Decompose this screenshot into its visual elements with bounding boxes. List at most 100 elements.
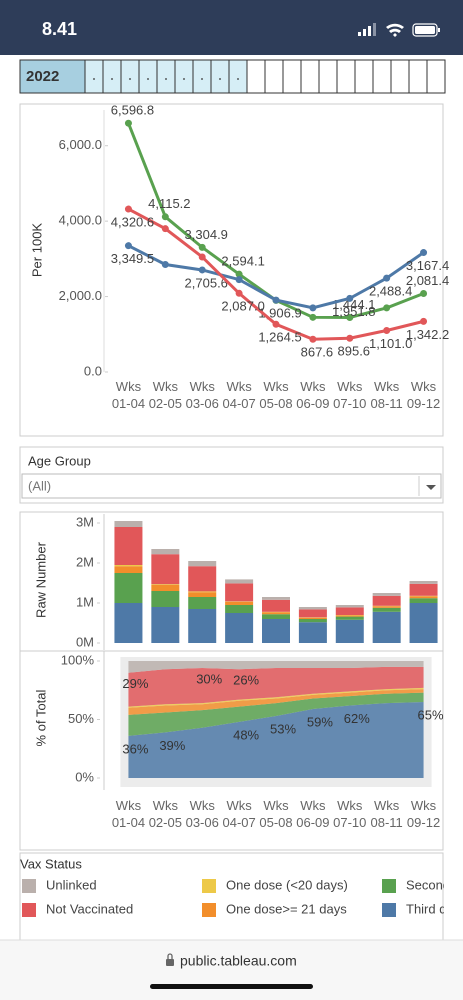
point [124,242,132,250]
data-label: 1,101.0 [369,336,412,351]
x-tick-label: Wks 06-09 [296,798,330,830]
dot [165,78,167,80]
bar-segment [298,619,327,623]
bar-segment [151,584,180,585]
month-cell[interactable] [300,59,320,94]
point [124,205,132,213]
point [235,270,243,278]
y-axis-label: Raw Number [33,541,48,618]
bar-segment [114,521,143,527]
y-tick-label: 6,000.0 [59,137,102,152]
legend-swatch [202,879,216,893]
data-label: 62% [344,711,370,726]
month-cell[interactable] [156,59,176,94]
bar-segment [114,603,143,643]
point [161,261,169,269]
bar-segment [188,566,217,592]
point [420,290,428,298]
x-tick-label: Wks 05-08 [259,798,293,830]
bar-segment [298,609,327,618]
panel [19,852,444,944]
year-strip [84,59,446,94]
month-cell[interactable] [120,59,140,94]
x-tick-label: Wks 08-11 [370,379,403,411]
bar-segment [409,603,438,643]
panel [19,103,444,437]
legend-label: Not Vaccinated [46,901,133,916]
legend-clip [444,870,463,930]
dropdown[interactable] [21,473,442,499]
point [309,335,317,343]
filter-title: Age Group [28,453,91,468]
dot [237,78,239,80]
bar-segment [114,566,143,573]
bar-segment [188,561,217,567]
data-label: 2,087.0 [221,299,264,314]
point [420,317,428,325]
month-cell[interactable] [408,59,428,94]
point [346,294,354,302]
bar-segment [188,591,217,593]
month-cell[interactable] [354,59,374,94]
month-cell[interactable] [228,59,248,94]
y-tick-label: 50% [68,711,94,726]
data-label: 4,320.6 [111,214,154,229]
point [272,320,280,328]
bar-segment [409,581,438,584]
y-tick-label: 100% [61,652,95,667]
x-tick-label: Wks 06-09 [296,379,330,411]
data-label: 1,342.2 [406,327,449,342]
bar-segment [225,601,254,605]
month-cell[interactable] [336,59,356,94]
bar-segment [335,615,364,617]
month-cell[interactable] [84,59,104,94]
bar-segment [188,609,217,643]
x-tick-label: Wks 09-12 [406,379,441,411]
bar-segment [335,607,364,615]
month-cell[interactable] [102,59,122,94]
dot [147,78,149,80]
data-label: 2,081.4 [406,273,449,288]
dot [129,78,131,80]
month-cell[interactable] [192,59,212,94]
legend-label: One dose (<20 days) [226,877,348,892]
month-cell[interactable] [426,59,446,94]
month-cell[interactable] [282,59,302,94]
legend-swatch [22,903,36,917]
bar-segment [225,583,254,602]
bar-segment [114,565,143,567]
bar-segment [372,611,401,643]
month-cell[interactable] [174,59,194,94]
month-cell[interactable] [138,59,158,94]
bar-segment [225,605,254,613]
status-bar [0,0,463,55]
point [235,276,243,284]
url[interactable]: public.tableau.com [180,953,297,969]
legend-swatch [202,903,216,917]
bar-segment [262,612,290,615]
month-cell[interactable] [318,59,338,94]
month-cell[interactable] [390,59,410,94]
legend-label: Unlinked [46,877,97,892]
y-tick-label: 3M [76,514,94,529]
month-cell[interactable] [372,59,392,94]
data-label: 65% [418,707,444,722]
legend-swatch [382,903,396,917]
x-tick-label: Wks 07-10 [333,379,367,411]
month-cell[interactable] [264,59,284,94]
point [346,314,354,322]
status-icons [358,23,440,37]
month-cell[interactable] [246,59,266,94]
data-label: 1,264.5 [258,330,301,345]
y-tick-label: 4,000.0 [59,213,102,228]
year-cell[interactable] [19,59,86,94]
bar-segment [225,579,254,584]
point [161,225,169,233]
data-label: 30% [196,671,222,686]
data-label: 3,304.9 [185,227,228,242]
bar-segment [262,614,290,619]
point [309,304,317,312]
month-cell[interactable] [210,59,230,94]
data-label: 39% [159,738,185,753]
